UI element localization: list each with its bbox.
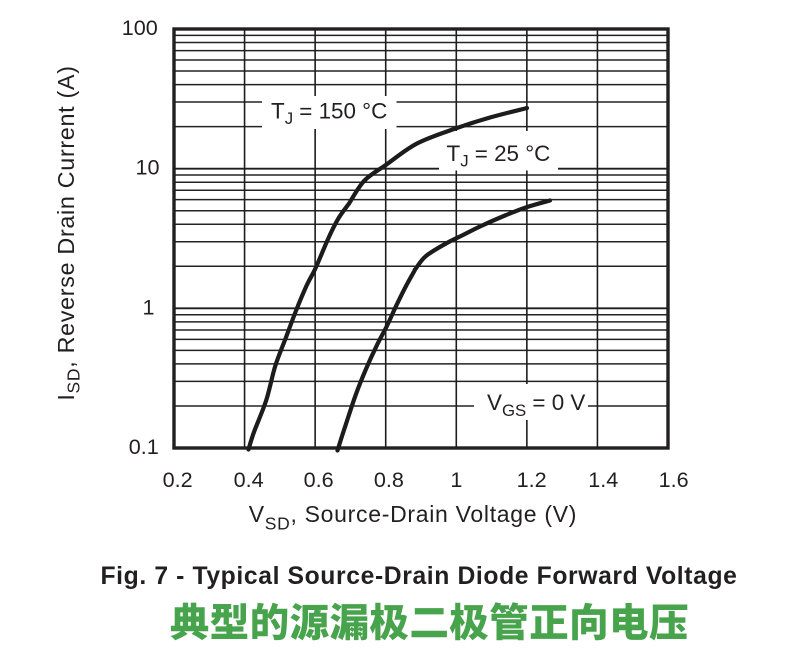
svg-text:1: 1	[142, 294, 154, 319]
svg-text:0.1: 0.1	[129, 434, 159, 459]
svg-text:0.6: 0.6	[304, 467, 334, 492]
svg-text:1.2: 1.2	[517, 467, 547, 492]
svg-text:10: 10	[135, 155, 159, 180]
svg-text:0.4: 0.4	[234, 467, 264, 492]
svg-text:ISD, Reverse Drain Current (A): ISD, Reverse Drain Current (A)	[53, 65, 84, 400]
svg-text:1.4: 1.4	[588, 467, 618, 492]
svg-text:TJ = 150 °C: TJ = 150 °C	[271, 99, 387, 129]
svg-text:1.6: 1.6	[659, 467, 689, 492]
svg-text:TJ = 25 °C: TJ = 25 °C	[447, 141, 551, 171]
svg-text:0.8: 0.8	[374, 467, 404, 492]
svg-text:Fig. 7 - Typical Source-Drain: Fig. 7 - Typical Source-Drain Diode Forw…	[100, 563, 737, 590]
svg-text:0.2: 0.2	[163, 467, 193, 492]
svg-text:1: 1	[450, 467, 462, 492]
svg-text:100: 100	[122, 15, 158, 40]
